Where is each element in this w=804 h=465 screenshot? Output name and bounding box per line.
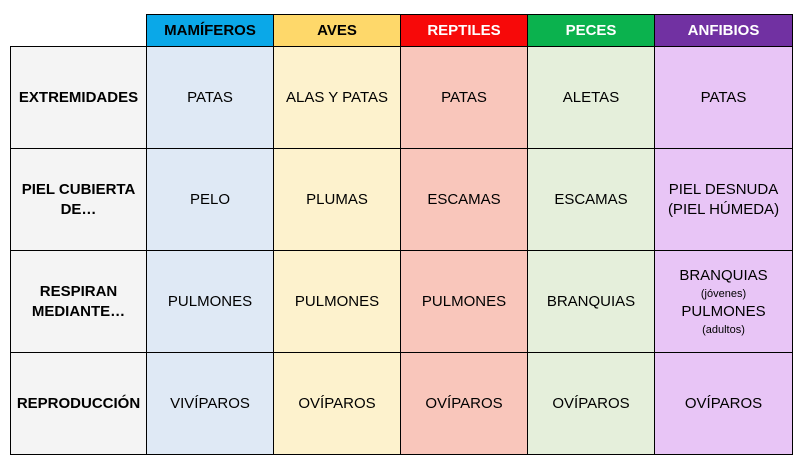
row-label-line: RESPIRAN	[39, 282, 118, 300]
row-label-line: MEDIANTE…	[31, 302, 126, 320]
cell-peces-piel: ESCAMAS	[527, 148, 655, 251]
row-label-piel: PIEL CUBIERTA DE…	[10, 148, 147, 251]
row-label-reproduccion: REPRODUCCIÓN	[10, 352, 147, 455]
cell-mamiferos-reproduccion: VIVÍPAROS	[146, 352, 274, 455]
cell-reptiles-piel: ESCAMAS	[400, 148, 528, 251]
header-aves: AVES	[273, 14, 401, 47]
cell-reptiles-respiran: PULMONES	[400, 250, 528, 353]
header-anfibios: ANFIBIOS	[654, 14, 793, 47]
cell-anfibios-piel: PIEL DESNUDA (PIEL HÚMEDA)	[654, 148, 793, 251]
row-piel: PIEL CUBIERTA DE… PELO PLUMAS ESCAMAS ES…	[10, 148, 793, 251]
cell-mamiferos-piel: PELO	[146, 148, 274, 251]
header-row: MAMÍFEROS AVES REPTILES PECES ANFIBIOS	[11, 14, 793, 47]
cell-note: (jóvenes)	[700, 287, 747, 300]
cell-line: BRANQUIAS	[679, 266, 768, 284]
cell-peces-respiran: BRANQUIAS	[527, 250, 655, 353]
cell-reptiles-reproduccion: OVÍPAROS	[400, 352, 528, 455]
cell-mamiferos-extremidades: PATAS	[146, 46, 274, 149]
cell-peces-reproduccion: OVÍPAROS	[527, 352, 655, 455]
header-mamiferos: MAMÍFEROS	[146, 14, 274, 47]
cell-aves-extremidades: ALAS Y PATAS	[273, 46, 401, 149]
cell-anfibios-extremidades: PATAS	[654, 46, 793, 149]
cell-anfibios-respiran: BRANQUIAS (jóvenes) PULMONES (adultos)	[654, 250, 793, 353]
row-reproduccion: REPRODUCCIÓN VIVÍPAROS OVÍPAROS OVÍPAROS…	[10, 352, 793, 455]
cell-reptiles-extremidades: PATAS	[400, 46, 528, 149]
header-reptiles: REPTILES	[400, 14, 528, 47]
cell-aves-respiran: PULMONES	[273, 250, 401, 353]
row-label-respiran: RESPIRAN MEDIANTE…	[10, 250, 147, 353]
cell-mamiferos-respiran: PULMONES	[146, 250, 274, 353]
row-label-extremidades: EXTREMIDADES	[10, 46, 147, 149]
header-peces: PECES	[527, 14, 655, 47]
cell-line: PULMONES	[681, 302, 766, 320]
row-label-line: EXTREMIDADES	[18, 88, 139, 106]
cell-line: (PIEL HÚMEDA)	[667, 200, 780, 218]
cell-line: PIEL DESNUDA	[668, 180, 779, 198]
cell-anfibios-reproduccion: OVÍPAROS	[654, 352, 793, 455]
row-extremidades: EXTREMIDADES PATAS ALAS Y PATAS PATAS AL…	[10, 46, 793, 149]
row-label-line: PIEL CUBIERTA	[21, 180, 136, 198]
cell-note: (adultos)	[702, 323, 745, 336]
row-label-line: DE…	[60, 200, 97, 218]
corner-cell	[11, 15, 147, 47]
cell-peces-extremidades: ALETAS	[527, 46, 655, 149]
animal-classification-table: MAMÍFEROS AVES REPTILES PECES ANFIBIOS E…	[10, 14, 793, 455]
row-label-line: REPRODUCCIÓN	[16, 394, 141, 412]
cell-aves-piel: PLUMAS	[273, 148, 401, 251]
row-respiran: RESPIRAN MEDIANTE… PULMONES PULMONES PUL…	[10, 250, 793, 353]
cell-aves-reproduccion: OVÍPAROS	[273, 352, 401, 455]
